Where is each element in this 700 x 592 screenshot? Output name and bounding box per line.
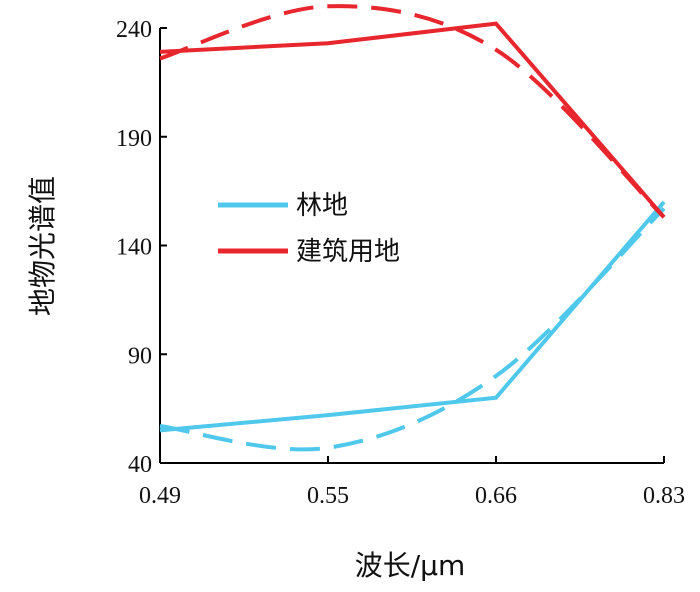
x-tick-label: 0.83 <box>643 483 685 509</box>
plot-frame <box>159 28 664 464</box>
x-axis-title: 波长/μm <box>355 549 466 582</box>
y-ticks: 40 90 140 190 240 <box>116 17 167 478</box>
x-tick-label: 0.66 <box>475 483 517 509</box>
legend-label-forest: 林地 <box>296 191 348 221</box>
series-line-forest <box>159 200 666 433</box>
y-tick-label: 140 <box>116 235 152 261</box>
legend: 林地 建筑用地 <box>218 191 400 267</box>
y-axis-title: 地物光谱值 <box>26 176 59 316</box>
x-ticks: 0.49 0.55 0.66 0.83 <box>139 456 685 509</box>
y-tick-label: 190 <box>116 126 152 152</box>
y-tick-label: 240 <box>116 17 152 43</box>
series-layer <box>159 4 666 452</box>
x-tick-label: 0.55 <box>307 483 349 509</box>
series-line-built-up <box>159 21 666 219</box>
series-fit-curve-forest <box>159 207 666 452</box>
x-tick-label: 0.49 <box>139 483 181 509</box>
y-tick-label: 40 <box>128 452 152 478</box>
legend-label-built-up: 建筑用地 <box>296 237 400 267</box>
series-fit-curve-built-up <box>159 4 666 219</box>
y-tick-label: 90 <box>128 343 152 369</box>
